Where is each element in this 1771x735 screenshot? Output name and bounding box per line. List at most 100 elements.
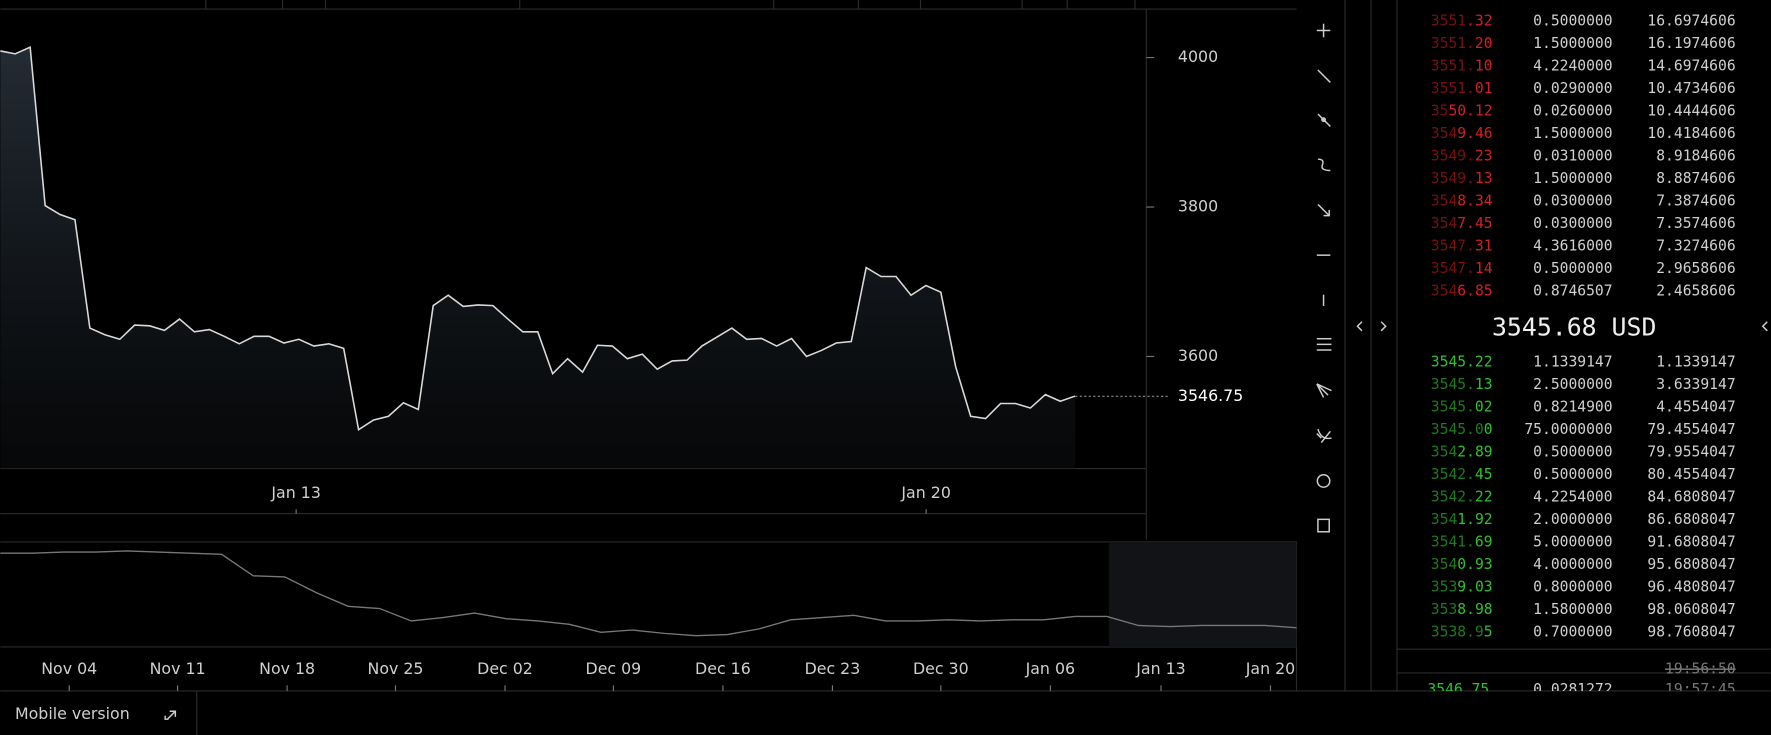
price-hi: 14: [1475, 260, 1493, 277]
price-hi: 50.12: [1448, 102, 1492, 119]
collapse-book[interactable]: [1761, 321, 1768, 332]
tool-crosshair[interactable]: [1316, 23, 1331, 38]
price-hi: 7.45: [1457, 215, 1492, 232]
price-hi: 9.03: [1457, 578, 1492, 595]
tool-pitchfork[interactable]: [1316, 383, 1332, 398]
book-total: 16.6974606: [1647, 12, 1735, 29]
price-dim: 3542.: [1431, 466, 1475, 483]
x-tick-label: Jan 13: [270, 483, 320, 502]
book-price: 3541.69: [1431, 533, 1493, 550]
navigator-line: [0, 550, 1297, 637]
book-amount: 1.5000000: [1533, 125, 1612, 142]
price-dim: 3542.: [1431, 488, 1475, 505]
book-total: 10.4734606: [1647, 80, 1735, 97]
tool-gann[interactable]: [1316, 428, 1332, 444]
tool-ray[interactable]: [1317, 113, 1331, 127]
nav-tick-label: Jan 13: [1135, 659, 1185, 678]
book-amount: 2.0000000: [1533, 511, 1612, 528]
tool-fib[interactable]: [1316, 337, 1332, 351]
book-price: 3548.34: [1431, 192, 1493, 209]
book-price: 3549.46: [1431, 125, 1493, 142]
book-amount: 0.0260000: [1533, 102, 1612, 119]
mid-price: 3545.68 USD: [1492, 313, 1656, 342]
book-total: 10.4184606: [1647, 125, 1735, 142]
price-line: [0, 46, 1076, 432]
tool-circle[interactable]: [1316, 474, 1331, 488]
nav-tick-label: Nov 25: [368, 659, 424, 678]
book-price: 3545.13: [1431, 376, 1493, 393]
book-price: 3547.45: [1431, 215, 1493, 232]
book-amount: 0.5000000: [1533, 12, 1612, 29]
y-tick-label: 3600: [1178, 346, 1218, 365]
trade-amount: 0.0281272: [1533, 681, 1612, 698]
book-amount: 0.0310000: [1533, 147, 1612, 164]
tool-arrow[interactable]: [1317, 203, 1330, 217]
y-tick-label: 3800: [1178, 197, 1218, 216]
book-total: 8.8874606: [1656, 170, 1735, 187]
price-dim: 354: [1431, 125, 1458, 142]
tool-rect[interactable]: [1317, 518, 1330, 533]
book-price: 3550.12: [1431, 102, 1493, 119]
book-amount: 0.0290000: [1533, 80, 1612, 97]
book-total: 95.6808047: [1647, 556, 1735, 573]
book-amount: 0.5000000: [1533, 260, 1612, 277]
book-total: 14.6974606: [1647, 57, 1735, 74]
book-total: 4.4554047: [1656, 398, 1735, 415]
book-price: 3551.01: [1431, 80, 1493, 97]
navigator-window[interactable]: [1109, 543, 1297, 647]
price-hi: 20: [1475, 35, 1493, 52]
trade-time: 19:57:45: [1665, 681, 1736, 698]
book-total: 2.9658606: [1656, 260, 1735, 277]
price-hi: 31: [1475, 237, 1493, 254]
price-dim: 3547.: [1431, 237, 1475, 254]
book-total: 7.3274606: [1656, 237, 1735, 254]
mobile-icon[interactable]: [164, 710, 177, 720]
book-total: 79.4554047: [1647, 421, 1735, 438]
book-amount: 1.5800000: [1533, 601, 1612, 618]
expand-right[interactable]: [1380, 321, 1387, 332]
price-hi: 02: [1475, 398, 1493, 415]
tool-trendline[interactable]: [1317, 69, 1331, 83]
book-price: 3540.93: [1431, 556, 1493, 573]
book-amount: 0.5000000: [1533, 443, 1612, 460]
price-hi: 13: [1475, 376, 1493, 393]
nav-tick-label: Jan 06: [1025, 659, 1075, 678]
book-total: 79.9554047: [1647, 443, 1735, 460]
book-amount: 0.0300000: [1533, 192, 1612, 209]
trade-time: 19:56:50: [1665, 661, 1736, 678]
book-total: 16.1974606: [1647, 35, 1735, 52]
panel-toggles: [164, 321, 1768, 720]
book-price: 3551.32: [1431, 12, 1493, 29]
price-dim: 3538.9: [1431, 623, 1484, 640]
book-amount: 0.8746507: [1533, 282, 1612, 299]
book-price: 3539.03: [1431, 578, 1493, 595]
price-hi: 1.92: [1457, 511, 1492, 528]
price-dim: 354: [1431, 556, 1458, 573]
book-total: 91.6808047: [1647, 533, 1735, 550]
book-total: 10.4444606: [1647, 102, 1735, 119]
collapse-left[interactable]: [1356, 321, 1363, 332]
price-dim: 3551.: [1431, 80, 1475, 97]
price-hi: 2.89: [1457, 443, 1492, 460]
book-amount: 0.8000000: [1533, 578, 1612, 595]
price-hi: .32: [1466, 12, 1492, 29]
book-price: 3551.20: [1431, 35, 1493, 52]
book-amount: 1.5000000: [1533, 170, 1612, 187]
price-hi: 13: [1475, 170, 1493, 187]
price-hi: 8.98: [1457, 601, 1492, 618]
book-price: 3547.14: [1431, 260, 1493, 277]
book-amount: 0.0300000: [1533, 215, 1612, 232]
mobile-version-link[interactable]: Mobile version: [15, 704, 130, 723]
price-hi: 22: [1475, 488, 1493, 505]
book-amount: 0.5000000: [1533, 466, 1612, 483]
book-price: 3545.00: [1431, 421, 1493, 438]
tool-curve[interactable]: [1317, 158, 1331, 172]
book-amount: 4.0000000: [1533, 556, 1612, 573]
nav-tick-label: Dec 30: [913, 659, 969, 678]
price-dim: 3551.: [1431, 57, 1475, 74]
y-tick-label: 4000: [1178, 47, 1218, 66]
price-dim: 353: [1431, 601, 1457, 618]
price-hi: 45: [1475, 466, 1493, 483]
last-price-label: 3546.75: [1178, 386, 1243, 405]
